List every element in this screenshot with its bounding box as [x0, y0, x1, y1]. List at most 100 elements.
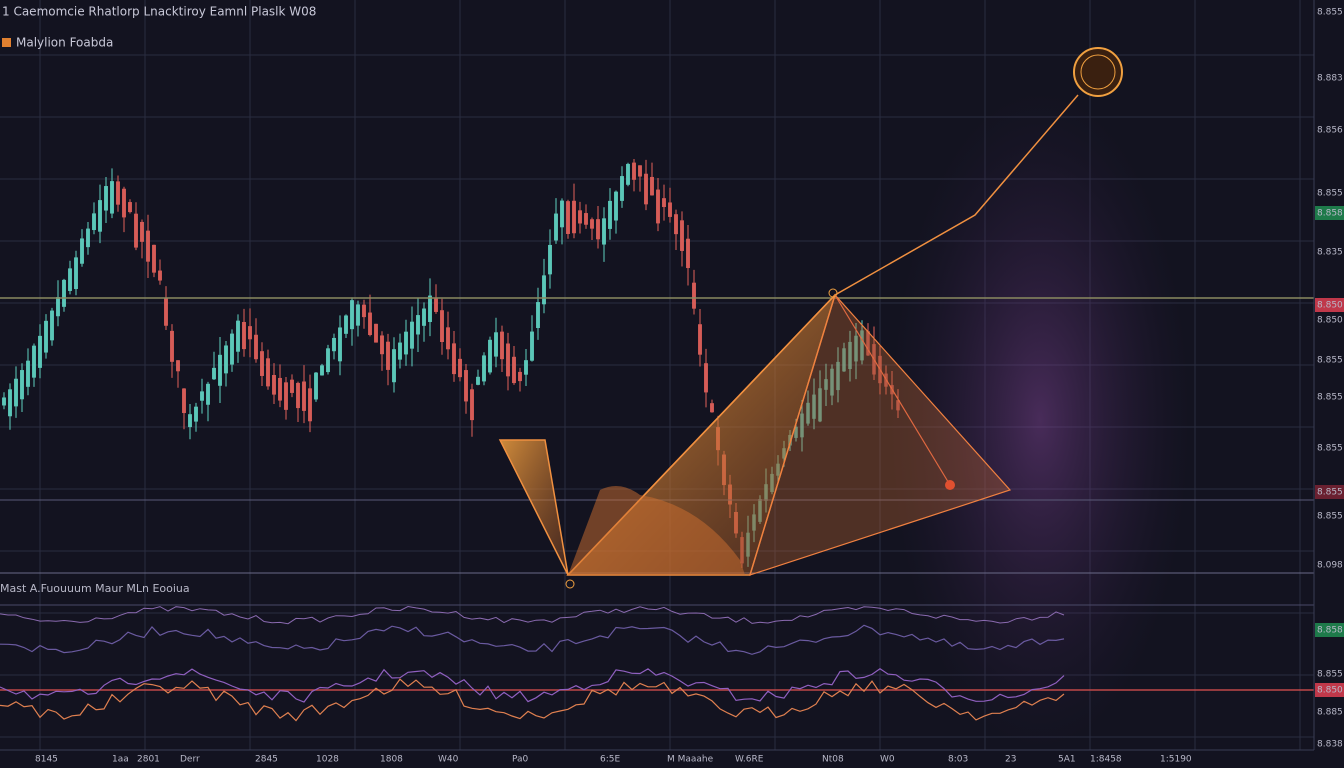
- price-label: 8.850: [1317, 316, 1343, 326]
- time-label: Pa0: [512, 755, 529, 765]
- oscillator-line: [0, 605, 1065, 625]
- time-label: 1aa: [112, 755, 129, 765]
- point: [945, 480, 955, 490]
- time-label: W40: [438, 755, 459, 765]
- candle: [584, 213, 588, 225]
- candle: [266, 358, 270, 387]
- candle: [20, 370, 24, 400]
- candle: [710, 403, 714, 413]
- time-label: 1028: [316, 755, 339, 765]
- candle: [824, 379, 828, 390]
- candle: [296, 382, 300, 409]
- candle: [338, 327, 342, 362]
- candle: [512, 356, 516, 384]
- symbol-icon: [2, 38, 11, 47]
- candle: [308, 388, 312, 422]
- candle: [284, 382, 288, 410]
- pattern-leg: [749, 293, 1012, 576]
- candle: [86, 228, 90, 248]
- candle: [560, 200, 564, 228]
- price-label: 8.098: [1317, 561, 1343, 571]
- candle: [344, 315, 348, 334]
- candle: [164, 298, 168, 326]
- time-label: 1808: [380, 755, 403, 765]
- candle: [158, 270, 162, 281]
- pattern-drawing: [498, 47, 1123, 589]
- candle: [638, 165, 642, 177]
- candle: [68, 268, 72, 291]
- price-label: 8.855: [1317, 512, 1343, 522]
- candle: [56, 297, 60, 317]
- candle: [650, 176, 654, 196]
- candle: [620, 176, 624, 201]
- candle: [458, 358, 462, 378]
- candle: [26, 360, 30, 387]
- candle: [404, 331, 408, 355]
- candle: [452, 343, 456, 375]
- candle: [440, 310, 444, 343]
- candle: [218, 354, 222, 386]
- candle: [350, 300, 354, 330]
- price-tag: [1315, 623, 1344, 637]
- candle: [446, 327, 450, 350]
- point: [565, 579, 575, 589]
- candle: [38, 335, 42, 368]
- price-label: 8.856: [1317, 126, 1343, 136]
- candle: [848, 341, 852, 370]
- price-label: 8.855: [1317, 356, 1343, 366]
- candle: [290, 379, 294, 393]
- candle: [536, 302, 540, 329]
- candle: [254, 334, 258, 360]
- candle: [662, 198, 666, 208]
- candle: [152, 244, 156, 273]
- candle: [698, 324, 702, 355]
- price-tag: [1315, 298, 1344, 312]
- price-labels: 8.855 8.883 8.856 8.855 8.858 8.835 8.850 8.850…: [1315, 8, 1344, 750]
- price-label: 8.858: [1317, 209, 1343, 219]
- candle: [800, 413, 804, 438]
- candle: [200, 391, 204, 401]
- candle: [806, 402, 810, 424]
- candle: [122, 188, 126, 218]
- candle: [518, 371, 522, 382]
- candle: [272, 375, 276, 395]
- candle: [332, 337, 336, 352]
- time-label: 6:5E: [600, 755, 620, 765]
- candle: [830, 368, 834, 396]
- candle: [326, 348, 330, 373]
- price-tag: [1315, 485, 1344, 499]
- candle: [704, 363, 708, 393]
- candle: [542, 275, 546, 305]
- candle: [608, 200, 612, 229]
- candle: [680, 220, 684, 251]
- candle: [182, 388, 186, 414]
- candle: [860, 330, 864, 361]
- candle: [92, 213, 96, 231]
- time-label: 8145: [35, 755, 58, 765]
- candle: [866, 331, 870, 356]
- candle: [248, 326, 252, 340]
- candle: [134, 213, 138, 248]
- pattern-area: [568, 486, 745, 575]
- pattern-line: [834, 294, 951, 486]
- candle: [596, 219, 600, 240]
- candle: [572, 200, 576, 234]
- title: 1 Caemomcie Rhatlorp Lnacktiroy Eamnl Pl…: [2, 5, 316, 19]
- price-tag: [1315, 206, 1344, 220]
- candle: [98, 200, 102, 232]
- price-label: 8.855: [1317, 189, 1343, 199]
- price-axis: [1314, 0, 1344, 768]
- candle: [260, 351, 264, 376]
- candle: [656, 189, 660, 224]
- candle: [644, 173, 648, 205]
- candle: [470, 389, 474, 421]
- candle: [530, 331, 534, 361]
- candle: [224, 345, 228, 374]
- time-label: W.6RE: [735, 755, 764, 765]
- candle: [476, 376, 480, 385]
- candle: [128, 202, 132, 213]
- candle: [812, 394, 816, 419]
- candle: [632, 162, 636, 180]
